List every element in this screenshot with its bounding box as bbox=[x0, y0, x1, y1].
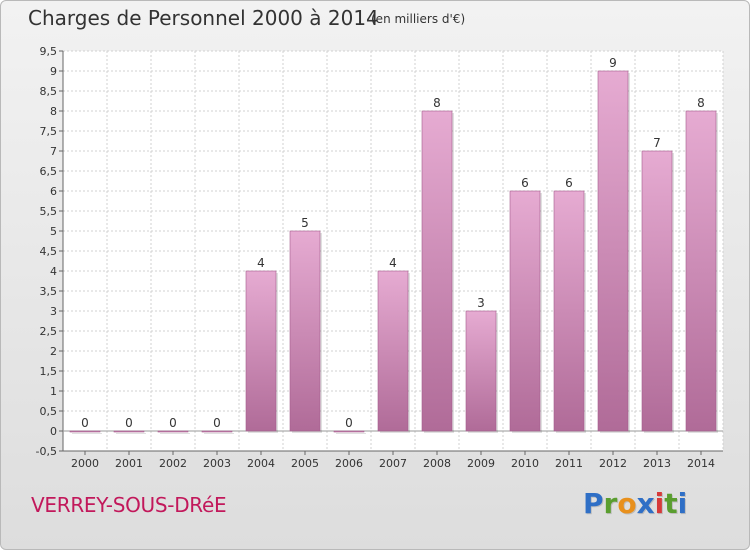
bar bbox=[421, 110, 453, 432]
data-label: 9 bbox=[609, 56, 617, 70]
logo-letter: t bbox=[664, 487, 678, 520]
data-label: 5 bbox=[301, 216, 309, 230]
y-tick-label: 1,5 bbox=[40, 365, 58, 378]
y-tick-label: 6,5 bbox=[40, 165, 58, 178]
bar bbox=[289, 230, 321, 432]
y-tick-label: 6 bbox=[50, 185, 57, 198]
y-tick-label: 7,5 bbox=[40, 125, 58, 138]
y-tick-label: 2 bbox=[50, 345, 57, 358]
x-tick-label: 2014 bbox=[687, 457, 715, 470]
y-tick-label: -0,5 bbox=[36, 445, 57, 458]
bar bbox=[553, 190, 585, 432]
bar bbox=[685, 110, 717, 432]
logo-letter: i bbox=[654, 487, 665, 520]
data-label: 3 bbox=[477, 296, 485, 310]
bar bbox=[113, 430, 145, 433]
y-tick-label: 0 bbox=[50, 425, 57, 438]
bar-shadow bbox=[336, 433, 366, 434]
bar bbox=[509, 190, 541, 432]
logo-letter: r bbox=[603, 487, 618, 520]
chart-title: Charges de Personnel 2000 à 2014 bbox=[28, 6, 379, 30]
bar bbox=[597, 70, 629, 432]
x-tick-label: 2001 bbox=[115, 457, 143, 470]
logo-letter: P bbox=[583, 487, 604, 520]
y-tick-label: 3,5 bbox=[40, 285, 58, 298]
data-label: 4 bbox=[389, 256, 397, 270]
y-tick-label: 2,5 bbox=[40, 325, 58, 338]
data-label: 4 bbox=[257, 256, 265, 270]
chart-subtitle: (en milliers d'€) bbox=[371, 12, 466, 26]
data-label: 8 bbox=[433, 96, 441, 110]
x-tick-label: 2006 bbox=[335, 457, 363, 470]
y-tick-label: 4 bbox=[50, 265, 57, 278]
data-label: 0 bbox=[81, 416, 89, 430]
x-tick-label: 2011 bbox=[555, 457, 583, 470]
x-tick-label: 2004 bbox=[247, 457, 275, 470]
data-label: 6 bbox=[565, 176, 573, 190]
bar bbox=[69, 430, 101, 433]
x-tick-label: 2005 bbox=[291, 457, 319, 470]
x-tick-label: 2007 bbox=[379, 457, 407, 470]
y-tick-label: 8 bbox=[50, 105, 57, 118]
bar bbox=[465, 310, 497, 432]
bar-shadow bbox=[72, 433, 102, 434]
x-tick-label: 2000 bbox=[71, 457, 99, 470]
data-label: 0 bbox=[125, 416, 133, 430]
bar bbox=[377, 270, 409, 432]
x-tick-label: 2012 bbox=[599, 457, 627, 470]
place-name: VERREY-SOUS-DRéE bbox=[31, 493, 227, 517]
bar bbox=[641, 150, 673, 432]
logo-letter: x bbox=[636, 487, 655, 520]
data-label: 0 bbox=[213, 416, 221, 430]
logo-letter: o bbox=[617, 487, 637, 520]
y-tick-label: 3 bbox=[50, 305, 57, 318]
bar-shadow bbox=[204, 433, 234, 434]
x-tick-label: 2003 bbox=[203, 457, 231, 470]
x-tick-label: 2009 bbox=[467, 457, 495, 470]
x-tick-label: 2010 bbox=[511, 457, 539, 470]
proxiti-logo: Proxiti bbox=[583, 487, 687, 520]
y-tick-label: 5,5 bbox=[40, 205, 58, 218]
bar bbox=[157, 430, 189, 433]
data-label: 8 bbox=[697, 96, 705, 110]
x-tick-label: 2008 bbox=[423, 457, 451, 470]
y-tick-label: 7 bbox=[50, 145, 57, 158]
y-tick-label: 4,5 bbox=[40, 245, 58, 258]
y-tick-label: 8,5 bbox=[40, 85, 58, 98]
x-tick-label: 2002 bbox=[159, 457, 187, 470]
y-tick-label: 0,5 bbox=[40, 405, 58, 418]
bar bbox=[245, 270, 277, 432]
bar-shadow bbox=[116, 433, 146, 434]
bar bbox=[333, 430, 365, 433]
x-tick-label: 2013 bbox=[643, 457, 671, 470]
data-label: 7 bbox=[653, 136, 661, 150]
data-label: 0 bbox=[169, 416, 177, 430]
data-label: 6 bbox=[521, 176, 529, 190]
bar-shadow bbox=[160, 433, 190, 434]
y-tick-label: 9,5 bbox=[40, 45, 58, 58]
y-tick-label: 9 bbox=[50, 65, 57, 78]
logo-letter: i bbox=[677, 487, 688, 520]
y-tick-label: 5 bbox=[50, 225, 57, 238]
data-label: 0 bbox=[345, 416, 353, 430]
bar bbox=[201, 430, 233, 433]
y-tick-label: 1 bbox=[50, 385, 57, 398]
